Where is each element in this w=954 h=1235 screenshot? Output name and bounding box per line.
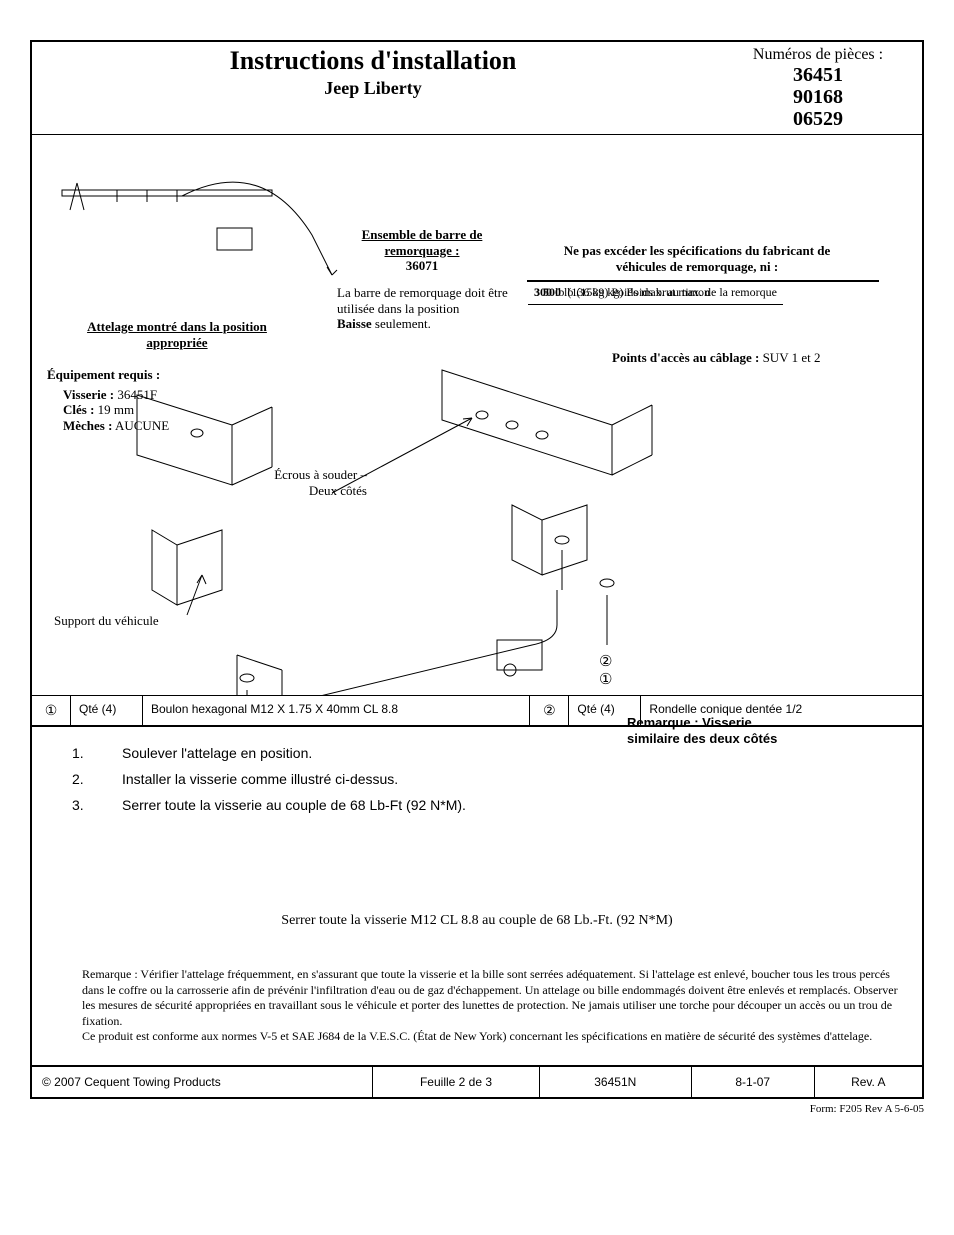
document-frame: Instructions d'installation Jeep Liberty… [30,40,924,1099]
spec-tw-val: 300 [534,285,552,299]
footer-row: © 2007 Cequent Towing Products Feuille 2… [32,1065,922,1097]
step-2: 2. Installer la visserie comme illustré … [72,771,882,787]
fastener-table: ① Qté (4) Boulon hexagonal M12 X 1.75 X … [32,696,922,727]
weldnuts-callout: Écrous à souder – Deux côtés [247,467,367,498]
footer-sheet: Feuille 2 de 3 [373,1067,540,1097]
remark-compliance: Ce produit est conforme aux normes V-5 e… [82,1029,902,1045]
drawbar-note-line1: La barre de remorquage doit être utilisé… [337,285,508,316]
exceed-line2: véhicules de remorquage, ni : [616,259,778,274]
footer-pn: 36451N [540,1067,692,1097]
fnote-l2: similaire des deux côtés [627,731,777,746]
instructions-area: 1. Soulever l'attelage en position. 2. I… [32,727,922,967]
callout-circle-1: ① [599,671,612,689]
drawbar-note-bold: Baisse [337,316,372,331]
diagram-area: Ensemble de barre de remorquage : 36071 … [32,135,922,696]
step3-num: 3. [72,797,122,813]
spec-table: 3 500 lb (1589 kg) Poids brut max. de la… [527,280,879,282]
fastener-sym-note: Remarque : Visserie similaire des deux c… [627,715,777,746]
visserie-value: 36451F [114,387,157,402]
exceed-line1: Ne pas excéder les spécifications du fab… [564,243,831,258]
step-1: 1. Soulever l'attelage en position. [72,745,882,761]
drawbar-note-rest: seulement. [372,316,431,331]
spec-tw-text: lb (136 kg) Poids max. au timon [552,285,710,299]
weldnuts-l1: Écrous à souder – [274,467,367,482]
pn-1: 36451 [718,64,918,86]
cles-label: Clés : [63,402,94,417]
doc-title: Instructions d'installation [36,46,710,76]
footer-copyright: © 2007 Cequent Towing Products [32,1067,373,1097]
meches-label: Mèches : [63,418,112,433]
wiring-value: SUV 1 et 2 [759,350,820,365]
visserie-label: Visserie : [63,387,114,402]
meches-value: AUCUNE [112,418,169,433]
torque-note: Serrer toute la visserie M12 CL 8.8 au c… [72,913,882,929]
f1-sym: ① [32,696,71,725]
fnote-l1: Remarque : Visserie [627,715,752,730]
wiring-access: Points d'accès au câblage : SUV 1 et 2 [612,350,820,366]
pn-3: 06529 [718,108,918,130]
step3-text: Serrer toute la visserie au couple de 68… [122,797,466,813]
drawbar-kit-heading: Ensemble de barre de remorquage : [362,227,483,258]
drawbar-kit-number: 36071 [406,258,439,273]
equip-heading: Équipement requis : [47,367,160,382]
doc-subtitle: Jeep Liberty [36,78,710,99]
step2-num: 2. [72,771,122,787]
hitch-pos-l2: appropriée [146,335,207,350]
step-3: 3. Serrer toute la visserie au couple de… [72,797,882,813]
remark-block: Remarque : Vérifier l'attelage fréquemme… [32,967,922,1065]
footer-date: 8-1-07 [692,1067,815,1097]
pn-label: Numéros de pièces : [718,46,918,64]
bracket-text: Support du véhicule [54,613,159,628]
weldnuts-l2: Deux côtés [309,483,367,498]
drawbar-note: La barre de remorquage doit être utilisé… [337,285,517,332]
form-note: Form: F205 Rev A 5-6-05 [30,1103,924,1115]
equipment-block: Équipement requis : Visserie : 36451F Cl… [47,367,267,383]
step2-text: Installer la visserie comme illustré ci-… [122,771,398,787]
circ2-sym: ② [599,654,612,670]
step1-num: 1. [72,745,122,761]
f2-sym: ② [530,696,569,725]
wiring-label: Points d'accès au câblage : [612,350,759,365]
pn-2: 90168 [718,86,918,108]
bracket-callout: Support du véhicule [54,613,159,629]
exceed-warning: Ne pas excéder les spécifications du fab… [522,243,872,274]
f1-qty: Qté (4) [71,696,143,725]
circ1-sym: ① [599,672,612,688]
header-right: Numéros de pièces : 36451 90168 06529 [714,42,922,134]
header-left: Instructions d'installation Jeep Liberty [32,42,714,134]
drawbar-kit-label: Ensemble de barre de remorquage : 36071 [337,227,507,274]
callout-circle-2: ② [599,653,612,671]
step1-text: Soulever l'attelage en position. [122,745,312,761]
footer-rev: Rev. A [815,1067,922,1097]
cles-value: 19 mm [94,402,134,417]
f1-desc: Boulon hexagonal M12 X 1.75 X 40mm CL 8.… [143,696,530,725]
hitch-position-note: Attelage montré dans la position appropr… [47,319,307,350]
hitch-pos-l1: Attelage montré dans la position [87,319,267,334]
spec-row-tw: 300 lb (136 kg) Poids max. au timon [528,281,716,304]
header-row: Instructions d'installation Jeep Liberty… [32,42,922,135]
remark-text: Remarque : Vérifier l'attelage fréquemme… [82,967,902,1029]
